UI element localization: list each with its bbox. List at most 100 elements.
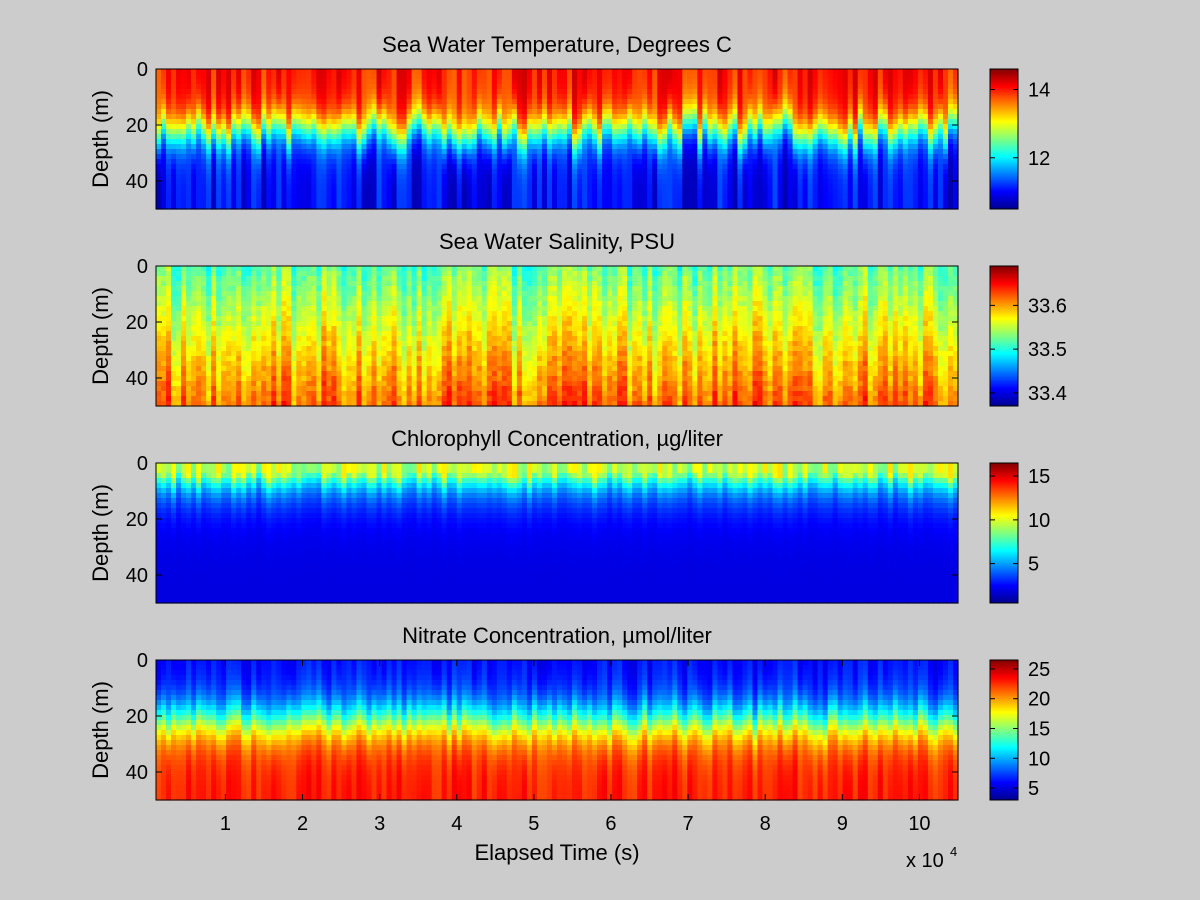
heat-cell xyxy=(201,79,207,85)
heat-cell xyxy=(291,94,297,100)
heat-cell xyxy=(471,179,478,185)
heat-cell xyxy=(421,149,428,155)
heat-cell xyxy=(942,194,949,200)
heat-cell xyxy=(326,159,333,165)
heat-cell xyxy=(562,69,568,75)
heat-cell xyxy=(742,74,749,80)
heat-cell xyxy=(246,69,252,75)
heat-cell xyxy=(221,336,227,342)
heat-cell xyxy=(852,99,859,105)
heat-cell xyxy=(947,94,954,100)
heat-cell xyxy=(316,184,323,190)
heat-cell xyxy=(702,94,708,100)
heat-cell xyxy=(351,149,358,155)
heat-cell xyxy=(712,94,718,100)
heat-cell xyxy=(902,79,909,85)
heat-cell xyxy=(476,104,483,110)
heat-cell xyxy=(682,69,688,75)
heat-cell xyxy=(486,129,493,135)
heat-cell xyxy=(441,189,448,195)
heat-cell xyxy=(526,119,533,125)
heat-cell xyxy=(592,99,598,105)
heat-cell xyxy=(506,184,513,190)
heat-cell xyxy=(892,74,899,80)
heat-cell xyxy=(226,194,232,200)
heat-cell xyxy=(376,194,383,200)
heat-cell xyxy=(211,381,217,387)
heat-cell xyxy=(727,124,734,130)
heat-cell xyxy=(792,189,799,195)
heat-cell xyxy=(181,306,187,312)
heat-cell xyxy=(872,99,879,105)
heat-cell xyxy=(286,159,292,165)
heat-cell xyxy=(371,189,378,195)
heat-cell xyxy=(592,109,598,115)
heat-cell xyxy=(627,199,633,205)
heat-cell xyxy=(902,144,909,150)
heat-cell xyxy=(932,74,939,80)
heat-cell xyxy=(521,199,528,205)
heat-cell xyxy=(917,74,924,80)
heat-cell xyxy=(932,89,939,95)
heat-cell xyxy=(166,396,172,402)
heat-cell xyxy=(461,139,468,145)
heat-cell xyxy=(907,129,914,135)
heat-cell xyxy=(416,149,423,155)
y-tick-label: 40 xyxy=(126,171,148,193)
heat-cell xyxy=(406,189,413,195)
heat-cell xyxy=(852,184,859,190)
heat-cell xyxy=(882,149,889,155)
heat-cell xyxy=(226,99,232,105)
heat-cell xyxy=(752,69,759,75)
heat-cell xyxy=(672,114,678,120)
heat-cell xyxy=(607,94,613,100)
heat-cell xyxy=(777,79,784,85)
heat-cell xyxy=(672,144,678,150)
heat-cell xyxy=(792,74,799,80)
heat-cell xyxy=(366,204,373,210)
heat-cell xyxy=(677,74,683,80)
heat-cell xyxy=(702,164,708,170)
heat-cell xyxy=(627,184,633,190)
heat-cell xyxy=(817,144,824,150)
heat-cell xyxy=(752,199,759,205)
heat-cell xyxy=(221,74,227,80)
heat-cell xyxy=(201,366,207,372)
heat-cell xyxy=(892,164,899,170)
heat-cell xyxy=(451,149,458,155)
heat-cell xyxy=(632,134,638,140)
heat-cell xyxy=(827,184,834,190)
heat-cell xyxy=(506,169,513,175)
heat-cell xyxy=(321,99,328,105)
heat-cell xyxy=(892,159,899,165)
heat-cell xyxy=(296,189,302,195)
heat-cell xyxy=(897,169,904,175)
heat-cell xyxy=(371,84,378,90)
heat-cell xyxy=(416,134,423,140)
heat-cell xyxy=(386,199,393,205)
heat-cell xyxy=(271,169,277,175)
heat-cell xyxy=(927,179,934,185)
heat-cell xyxy=(471,169,478,175)
heat-cell xyxy=(206,204,212,210)
heat-cell xyxy=(722,159,729,165)
heat-cell xyxy=(562,169,568,175)
heat-cell xyxy=(762,154,769,160)
heat-cell xyxy=(792,184,799,190)
heat-cell xyxy=(722,149,729,155)
heat-cell xyxy=(642,89,648,95)
heat-cell xyxy=(176,89,182,95)
heat-cell xyxy=(466,154,473,160)
heat-cell xyxy=(526,134,533,140)
heat-cell xyxy=(281,99,287,105)
heat-cell xyxy=(732,154,739,160)
heat-cell xyxy=(341,94,348,100)
heat-cell xyxy=(727,154,734,160)
heat-cell xyxy=(261,109,267,115)
heat-cell xyxy=(567,204,573,210)
heat-cell xyxy=(777,119,784,125)
heat-cell xyxy=(862,204,869,210)
heat-cell xyxy=(201,341,207,347)
heat-cell xyxy=(286,164,292,170)
heat-cell xyxy=(171,124,177,130)
